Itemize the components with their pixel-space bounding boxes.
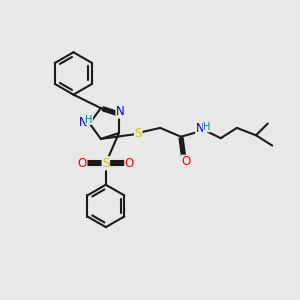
- Text: N: N: [79, 116, 88, 128]
- Text: S: S: [102, 157, 110, 170]
- Text: S: S: [134, 127, 142, 140]
- Text: N: N: [196, 122, 204, 135]
- Text: H: H: [203, 122, 211, 132]
- Text: N: N: [116, 105, 125, 118]
- Text: H: H: [85, 115, 93, 125]
- Text: O: O: [182, 155, 191, 168]
- Text: O: O: [125, 157, 134, 170]
- Text: O: O: [78, 157, 87, 170]
